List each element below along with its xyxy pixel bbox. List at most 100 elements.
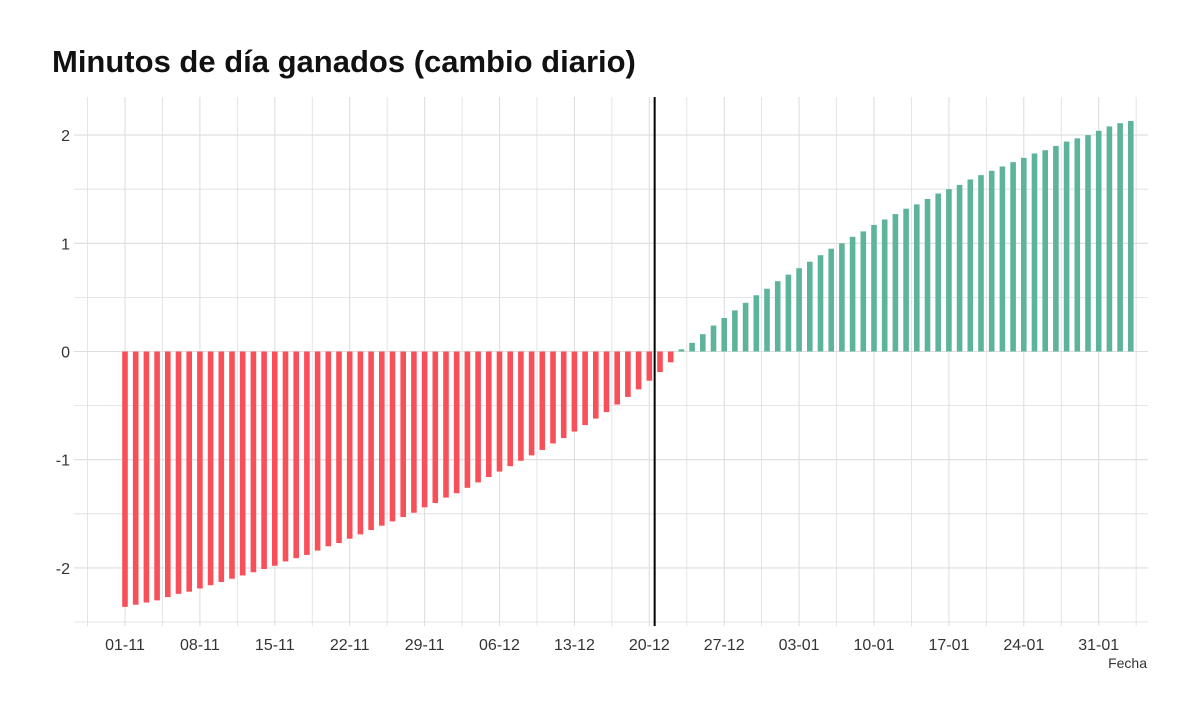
bar [796,268,802,352]
bar [774,281,781,352]
bar [924,198,931,352]
bar [1117,123,1123,352]
x-axis-title: Fecha [1108,655,1147,671]
bar [956,184,963,352]
bar [250,351,257,573]
bar [197,351,203,589]
bar [593,351,599,419]
bar [443,351,449,498]
bar [689,342,695,352]
bar [1021,157,1027,352]
bar [700,334,706,352]
bar [999,166,1006,352]
x-tick-label: 17-01 [928,637,969,654]
y-tick-label: -1 [56,453,70,470]
bar [272,351,278,566]
bar [464,351,471,488]
bar [325,351,332,547]
bar [186,351,192,592]
bar [539,351,546,450]
x-tick-label: 20-12 [629,637,670,654]
bar [967,179,974,352]
bar [1063,141,1070,352]
x-tick-label: 27-12 [704,637,745,654]
bar [667,351,674,363]
bar [1010,162,1016,352]
bar [432,351,439,503]
bar [528,351,535,456]
x-tick-label: 13-12 [554,637,595,654]
bar [849,236,856,352]
bar [122,351,128,607]
bar [1128,121,1134,352]
bar [368,351,374,531]
bar [165,351,171,598]
x-tick-label: 15-11 [255,637,295,654]
bar [635,351,642,390]
y-axis-ticks: -2 -1 0 1 2 [56,128,70,578]
x-axis-ticks: 01-11 08-11 15-11 22-11 29-11 06-12 13-12 20-12… [105,637,1119,654]
bar [892,214,899,352]
bar [914,204,920,352]
bar [582,351,588,426]
bar [817,255,824,352]
bar [453,351,460,494]
bar [946,189,952,352]
bar [143,351,150,603]
bar [1053,145,1059,352]
bar [239,351,246,576]
bar [1106,126,1113,352]
bar [678,349,685,352]
bar [571,351,578,432]
bar [903,208,909,352]
y-tick-label: -2 [56,561,70,578]
bar [860,231,867,352]
bar [625,351,631,397]
bar [657,351,663,373]
bar [935,193,941,352]
bar [132,351,139,605]
x-tick-label: 06-12 [479,637,520,654]
bar [828,248,834,352]
grid [74,97,1148,626]
bar [603,351,610,413]
bar [839,243,845,352]
bar [764,288,770,352]
bar [881,219,888,352]
bar [421,351,428,508]
bar [218,351,225,582]
x-tick-label: 24-01 [1003,637,1044,654]
bar [1085,135,1091,352]
x-tick-label: 03-01 [779,637,820,654]
bar [871,224,877,352]
bars [122,121,1134,607]
bar [314,351,321,551]
bar [721,317,727,352]
bar [379,351,385,526]
bar [282,351,289,562]
bar [400,351,406,518]
y-tick-label: 2 [61,128,70,145]
bar [175,351,182,594]
y-tick-label: 0 [61,345,70,362]
bar [496,351,503,472]
bar [550,351,556,444]
bar [753,295,760,352]
bar [357,351,364,535]
x-tick-label: 31-01 [1078,637,1119,654]
bar [807,261,813,352]
x-tick-label: 22-11 [330,637,370,654]
bar [710,325,717,352]
bar [261,351,267,569]
bar [475,351,481,483]
bar [154,351,160,601]
bar [1031,153,1038,352]
bar [988,170,995,352]
bar [229,351,235,579]
bar [1074,138,1081,352]
bar [293,351,299,559]
x-tick-label: 10-01 [854,637,895,654]
bar [507,351,513,467]
bar [978,175,984,352]
